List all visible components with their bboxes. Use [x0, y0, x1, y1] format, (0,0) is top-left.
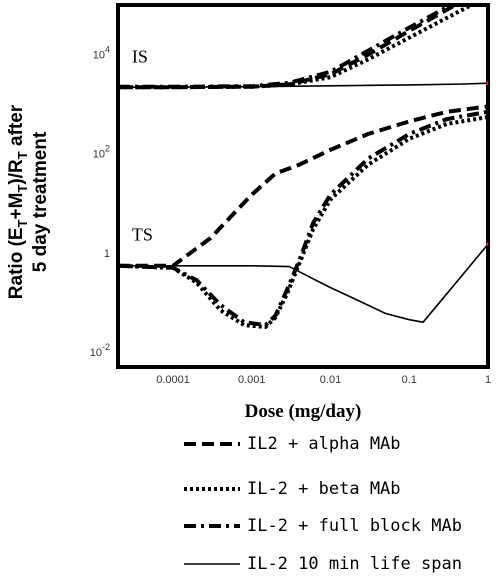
- series-line-ts-7: [118, 243, 488, 323]
- legend-label: IL2 + alpha MAb: [247, 434, 401, 454]
- series-line-is-2: [118, 5, 459, 89]
- annotation-ts: TS: [132, 224, 153, 244]
- svg-text:Ratio (ET+MT)/RT after: Ratio (ET+MT)/RT after: [6, 104, 30, 299]
- y-label-part: )/R: [6, 159, 27, 185]
- legend-label: IL-2 + full block MAb: [247, 516, 462, 536]
- y-label-part: +M: [6, 193, 27, 220]
- endpoint-marker: [486, 81, 488, 85]
- plot-frame: [116, 3, 490, 369]
- series-line-ts-4: [118, 104, 488, 268]
- annotation-is: IS: [132, 46, 148, 66]
- series-line-is-3: [118, 82, 488, 88]
- legend-label: IL-2 + beta MAb: [247, 479, 401, 499]
- x-tick-label: 0.0001: [156, 374, 190, 386]
- x-tick-label: 0.01: [320, 374, 341, 386]
- x-tick-label: 1: [485, 374, 491, 386]
- series-line-ts-6: [118, 109, 488, 328]
- series-line-is-0: [118, 5, 460, 90]
- y-axis-label: Ratio (ET+MT)/RT after 5 day treatment: [6, 104, 51, 299]
- y-tick-label: 102: [93, 144, 110, 161]
- y-label-sub: T: [15, 185, 30, 193]
- y-tick-label: 1: [104, 248, 110, 260]
- y-tick-label: 10-2: [90, 342, 110, 359]
- x-tick-label: 0.1: [402, 374, 417, 386]
- y-ticks: 10-2 1 102 104: [90, 45, 110, 359]
- series-layer: [118, 5, 488, 329]
- legend: IL2 + alpha MAb IL-2 + beta MAb IL-2 + ful…: [184, 434, 462, 574]
- y-label-sub: T: [15, 151, 30, 159]
- series-line-ts-5: [118, 115, 488, 329]
- y-label-part: Ratio (E: [6, 227, 27, 299]
- x-axis-label: Dose (mg/day): [245, 401, 362, 422]
- x-ticks: 0.0001 0.001 0.01 0.1 1: [156, 374, 491, 386]
- y-label-sub: T: [15, 219, 30, 227]
- x-tick-label: 0.001: [238, 374, 266, 386]
- legend-label: IL-2 10 min life span: [247, 554, 462, 574]
- annotations: IS TS: [132, 46, 153, 244]
- endpoint-marker: [486, 242, 488, 246]
- y-tick-label: 104: [93, 45, 110, 62]
- y-label-part: after: [6, 104, 27, 151]
- y-label-line2: 5 day treatment: [30, 131, 51, 272]
